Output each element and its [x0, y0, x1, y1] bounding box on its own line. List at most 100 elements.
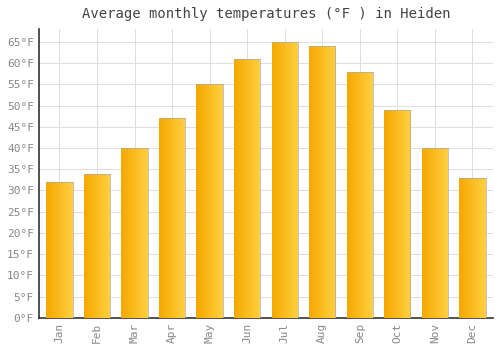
Bar — [480, 178, 482, 318]
Bar — [278, 42, 280, 318]
Bar — [435, 148, 436, 318]
Bar — [390, 110, 392, 318]
Bar — [292, 42, 293, 318]
Bar — [98, 174, 99, 318]
Bar — [360, 71, 361, 318]
Bar — [440, 148, 441, 318]
Bar — [137, 148, 138, 318]
Bar — [402, 110, 404, 318]
Bar — [144, 148, 145, 318]
Bar — [199, 84, 200, 318]
Bar — [58, 182, 59, 318]
Bar — [422, 148, 424, 318]
Bar — [171, 118, 172, 318]
Bar — [438, 148, 440, 318]
Bar — [196, 84, 198, 318]
Bar — [128, 148, 130, 318]
Bar — [202, 84, 203, 318]
Bar — [426, 148, 427, 318]
Bar — [88, 174, 90, 318]
Bar — [92, 174, 93, 318]
Bar — [284, 42, 285, 318]
Bar — [468, 178, 469, 318]
Bar — [204, 84, 206, 318]
Bar — [274, 42, 276, 318]
Bar — [394, 110, 396, 318]
Bar — [427, 148, 428, 318]
Bar — [176, 118, 178, 318]
Bar — [201, 84, 202, 318]
Bar — [386, 110, 387, 318]
Bar — [106, 174, 107, 318]
Bar — [244, 59, 246, 318]
Bar — [372, 71, 373, 318]
Bar — [371, 71, 372, 318]
Bar — [407, 110, 408, 318]
Bar — [123, 148, 124, 318]
Bar — [368, 71, 370, 318]
Bar — [384, 110, 385, 318]
Bar — [475, 178, 476, 318]
Bar — [139, 148, 140, 318]
Bar — [312, 46, 314, 318]
Bar — [404, 110, 406, 318]
Bar — [210, 84, 212, 318]
Bar — [324, 46, 325, 318]
Bar — [408, 110, 409, 318]
Bar — [98, 174, 100, 318]
Bar — [385, 110, 386, 318]
Bar — [91, 174, 92, 318]
Bar — [172, 118, 173, 318]
Bar — [400, 110, 401, 318]
Bar — [357, 71, 358, 318]
Bar — [207, 84, 208, 318]
Bar — [208, 84, 210, 318]
Bar — [467, 178, 468, 318]
Bar — [174, 118, 176, 318]
Bar — [181, 118, 182, 318]
Bar — [439, 148, 440, 318]
Bar — [291, 42, 292, 318]
Bar — [254, 59, 255, 318]
Bar — [125, 148, 126, 318]
Bar — [370, 71, 372, 318]
Bar — [294, 42, 296, 318]
Bar — [272, 42, 274, 318]
Bar — [351, 71, 352, 318]
Bar — [100, 174, 102, 318]
Bar — [396, 110, 398, 318]
Bar — [97, 174, 98, 318]
Bar — [290, 42, 291, 318]
Bar — [133, 148, 134, 318]
Bar — [52, 182, 54, 318]
Bar — [58, 182, 59, 318]
Bar — [436, 148, 437, 318]
Bar — [56, 182, 57, 318]
Bar — [463, 178, 464, 318]
Bar — [481, 178, 482, 318]
Bar — [292, 42, 294, 318]
Bar — [220, 84, 221, 318]
Bar — [283, 42, 284, 318]
Bar — [322, 46, 324, 318]
Bar — [180, 118, 181, 318]
Bar — [61, 182, 62, 318]
Bar — [356, 71, 358, 318]
Bar — [50, 182, 52, 318]
Bar — [166, 118, 167, 318]
Bar — [462, 178, 463, 318]
Bar — [484, 178, 485, 318]
Bar — [478, 178, 480, 318]
Bar — [399, 110, 400, 318]
Bar — [394, 110, 395, 318]
Bar — [206, 84, 207, 318]
Bar — [388, 110, 390, 318]
Bar — [126, 148, 127, 318]
Bar — [102, 174, 104, 318]
Bar — [136, 148, 138, 318]
Bar — [258, 59, 260, 318]
Bar — [48, 182, 49, 318]
Bar — [236, 59, 238, 318]
Bar — [162, 118, 164, 318]
Bar — [92, 174, 94, 318]
